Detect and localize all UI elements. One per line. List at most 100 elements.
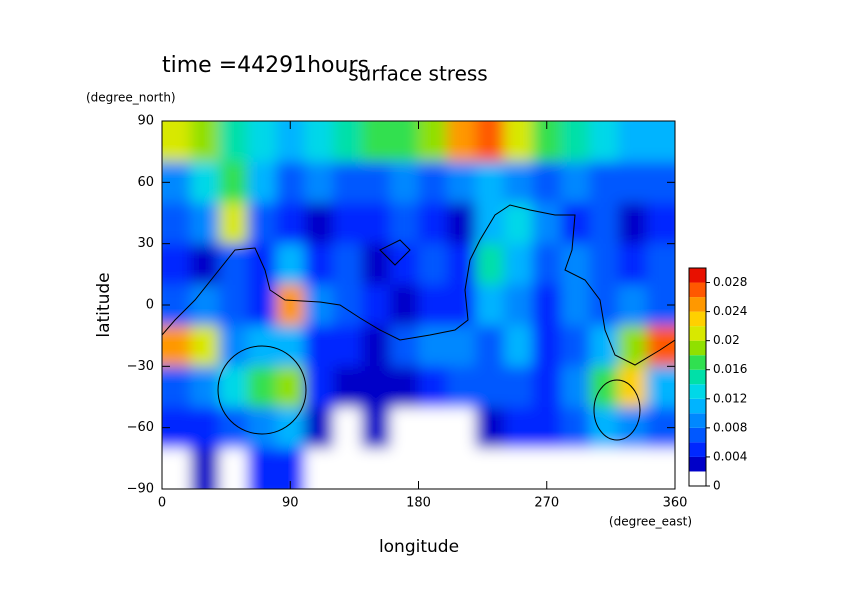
field-cell xyxy=(504,161,533,204)
field-cell xyxy=(475,161,505,204)
field-cell xyxy=(618,284,647,326)
field-cell xyxy=(333,407,362,449)
field-cell xyxy=(447,121,476,163)
field-cell xyxy=(333,202,362,245)
field-cell xyxy=(447,284,476,326)
field-cell xyxy=(618,366,647,408)
colorbar-tick-label: 0.012 xyxy=(713,391,747,405)
field-cell xyxy=(646,121,675,163)
field-cell xyxy=(361,284,391,326)
field-cell xyxy=(532,407,562,449)
field-cell xyxy=(447,448,476,489)
field-cell xyxy=(304,121,334,163)
field-cell xyxy=(162,407,191,449)
field-cell xyxy=(561,121,590,163)
field-cell xyxy=(561,202,590,245)
field-cell xyxy=(190,202,220,245)
field-cell xyxy=(390,202,419,245)
field-cell xyxy=(504,243,533,286)
field-cell xyxy=(247,366,277,408)
colorbar-tick-label: 0.004 xyxy=(713,449,747,463)
subtitle: time =44291hours xyxy=(162,53,369,78)
field-cell xyxy=(475,243,505,286)
colorbar-box xyxy=(689,326,706,341)
field-cell xyxy=(304,161,334,204)
colorbar-box xyxy=(689,355,706,370)
field-cell xyxy=(361,366,391,408)
field-cell xyxy=(504,121,533,163)
field-cell xyxy=(646,243,675,286)
field-cell xyxy=(390,448,419,489)
colorbar-box xyxy=(689,369,706,385)
field-cell xyxy=(589,448,619,489)
field-cell xyxy=(561,448,590,489)
field-cell xyxy=(276,448,305,489)
field-cell xyxy=(361,161,391,204)
y-tick-label: −30 xyxy=(127,359,154,374)
y-tick-label: 0 xyxy=(146,298,154,313)
x-unit: (degree_east) xyxy=(609,515,692,529)
field-cell xyxy=(618,448,647,489)
y-tick-label: 60 xyxy=(137,175,154,190)
field-cell xyxy=(190,121,220,163)
field-cell xyxy=(561,243,590,286)
x-tick-label: 90 xyxy=(282,496,299,511)
field-cell xyxy=(190,161,220,204)
x-tick-label: 180 xyxy=(406,496,431,511)
field-cell xyxy=(447,407,476,449)
field-cell xyxy=(589,161,619,204)
field xyxy=(162,121,675,489)
field-cell xyxy=(418,161,448,204)
field-cell xyxy=(532,161,562,204)
field-cell xyxy=(219,161,248,204)
field-cell xyxy=(390,121,419,163)
field-cell xyxy=(304,243,334,286)
field-cell xyxy=(418,407,448,449)
field-cell xyxy=(618,407,647,449)
y-tick-label: 90 xyxy=(137,114,154,129)
x-tick-label: 360 xyxy=(663,496,688,511)
field-cell xyxy=(390,161,419,204)
field-cells xyxy=(162,121,675,489)
field-cell xyxy=(618,325,647,367)
field-cell xyxy=(276,284,305,326)
field-cell xyxy=(190,448,220,489)
field-cell xyxy=(333,284,362,326)
field-cell xyxy=(276,202,305,245)
x-axis-label: longitude xyxy=(379,537,459,557)
field-cell xyxy=(247,284,277,326)
colorbar-tick-label: 0.024 xyxy=(713,304,747,318)
field-cell xyxy=(333,243,362,286)
x-tick-label: 270 xyxy=(534,496,559,511)
field-cell xyxy=(390,325,419,367)
field-cell xyxy=(418,366,448,408)
field-cell xyxy=(361,325,391,367)
field-cell xyxy=(162,284,191,326)
field-cell xyxy=(447,325,476,367)
field-cell xyxy=(646,202,675,245)
field-cell xyxy=(219,448,248,489)
field-cell xyxy=(276,407,305,449)
field-cell xyxy=(190,407,220,449)
field-cell xyxy=(247,407,277,449)
field-cell xyxy=(162,325,191,367)
field-cell xyxy=(532,121,562,163)
field-cell xyxy=(276,121,305,163)
field-cell xyxy=(618,243,647,286)
field-cell xyxy=(618,202,647,245)
colorbar-box xyxy=(689,442,706,457)
y-tick-label: −60 xyxy=(127,420,154,435)
colorbar-box xyxy=(689,456,706,472)
field-cell xyxy=(475,325,505,367)
field-cell xyxy=(418,243,448,286)
colorbar-box xyxy=(689,268,706,283)
field-cell xyxy=(276,243,305,286)
field-cell xyxy=(532,202,562,245)
field-cell xyxy=(361,448,391,489)
y-tick-label: 30 xyxy=(137,236,154,251)
field-cell xyxy=(333,121,362,163)
field-cell xyxy=(618,161,647,204)
field-cell xyxy=(561,284,590,326)
field-cell xyxy=(646,448,675,489)
